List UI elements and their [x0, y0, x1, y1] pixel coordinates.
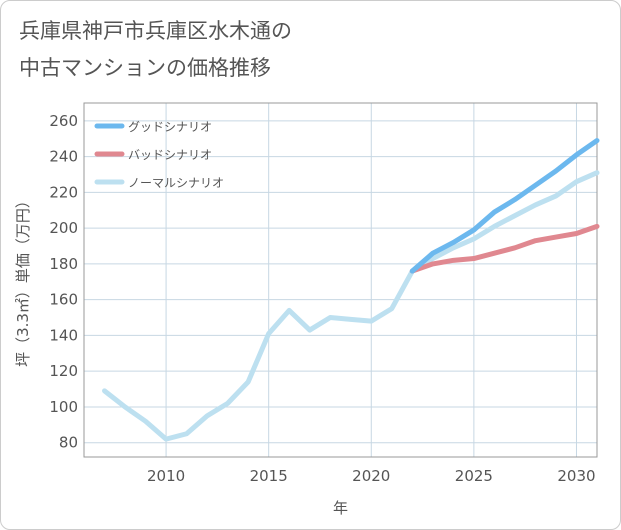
series-line-bad	[409, 223, 600, 274]
x-tick-label: 2010	[147, 467, 185, 485]
legend-label-good: グッドシナリオ	[128, 120, 212, 134]
y-tick-label: 260	[49, 112, 78, 130]
y-tick-label: 100	[49, 398, 78, 416]
y-tick-label: 160	[49, 291, 78, 309]
y-tick-label: 80	[59, 434, 78, 452]
series-line-normal	[102, 170, 600, 442]
y-tick-label: 220	[49, 183, 78, 201]
legend-label-bad: バッドシナリオ	[128, 148, 212, 162]
tick-labels: 2010 2015 2020 2025 2030 80 100 120 140 160 180 200…	[49, 112, 595, 485]
chart-grid	[84, 103, 597, 457]
x-tick-label: 2015	[250, 467, 288, 485]
x-tick-label: 2030	[557, 467, 595, 485]
x-axis-label: 年	[333, 499, 348, 517]
y-tick-label: 120	[49, 362, 78, 380]
chart-title-line-2: 中古マンションの価格推移	[19, 56, 271, 80]
y-tick-label: 180	[49, 255, 78, 273]
x-tick-label: 2020	[352, 467, 390, 485]
y-tick-label: 240	[49, 148, 78, 166]
series-line-good	[409, 138, 600, 274]
y-tick-label: 140	[49, 326, 78, 344]
plot-area	[83, 102, 598, 458]
chart-title: 兵庫県神戸市兵庫区水木通の 中古マンションの価格推移	[19, 13, 292, 87]
chart-title-line-1: 兵庫県神戸市兵庫区水木通の	[19, 19, 292, 43]
legend-label-normal: ノーマルシナリオ	[128, 176, 224, 190]
series-layer	[102, 138, 600, 442]
x-tick-label: 2025	[455, 467, 493, 485]
y-tick-label: 200	[49, 219, 78, 237]
y-axis-label: 坪（3.3㎡）単価（万円）	[14, 193, 32, 367]
